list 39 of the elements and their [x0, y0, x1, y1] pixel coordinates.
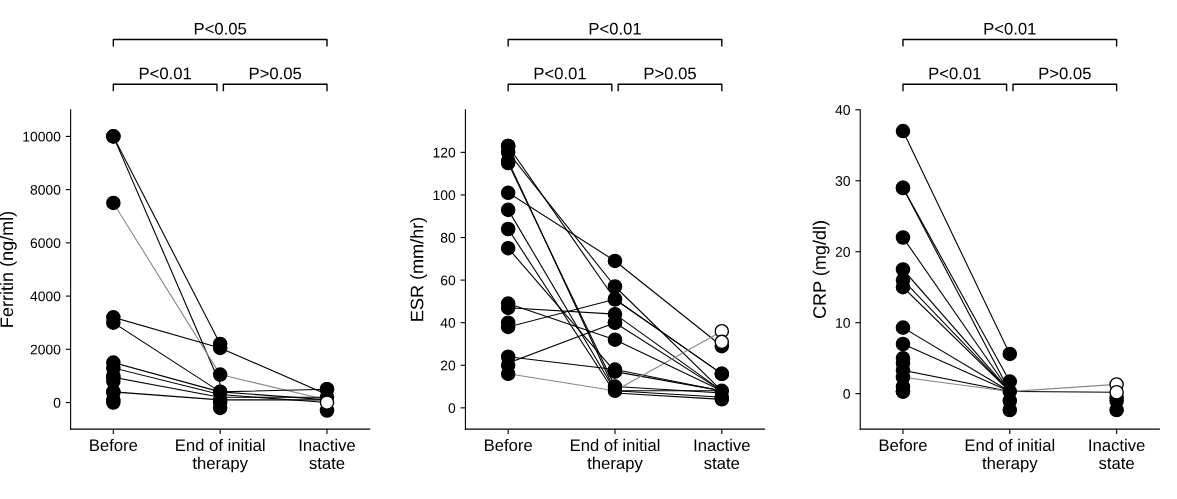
y-axis-title: Ferritin (ng/ml)	[0, 211, 17, 327]
text: P<0.01	[984, 22, 1036, 35]
y-tick-label: 20	[440, 360, 456, 371]
y-tick-label: 80	[440, 232, 456, 243]
y-axis-title: CRP (mg/dl)	[812, 221, 830, 319]
y-tick-label: 10	[836, 318, 850, 328]
x-tick-label: End of initial therapy	[965, 438, 1055, 473]
y-tick-label: 0	[448, 403, 456, 414]
y-tick-label: 20	[835, 247, 850, 257]
text: P<0.01	[139, 67, 191, 80]
y-tick-label: 0	[53, 397, 61, 408]
x-tick-label: Before	[90, 438, 138, 452]
y-tick-label: 30	[835, 176, 850, 186]
y-tick-label: 120	[433, 147, 456, 158]
x-tick-label: Inactive state	[299, 438, 355, 470]
text: P>0.05	[1039, 67, 1091, 80]
y-tick-label: 40	[835, 105, 850, 115]
y-tick-label: 4000	[30, 291, 61, 302]
x-tick-label: Inactive state	[694, 438, 750, 470]
text: P<0.01	[589, 22, 641, 35]
x-tick-label: Inactive state	[1089, 438, 1145, 470]
text: P<0.05	[194, 22, 247, 35]
text: P>0.05	[644, 67, 696, 80]
y-tick-label: 40	[440, 318, 456, 328]
x-tick-label: Before	[484, 438, 532, 452]
y-axis-title: ESR (mm/hr)	[410, 217, 427, 321]
x-tick-label: End of initial therapy	[176, 438, 265, 473]
y-tick-label: 2000	[30, 344, 61, 355]
x-tick-label: Before	[879, 438, 927, 452]
text: P>0.05	[249, 67, 302, 80]
y-tick-label: 100	[433, 190, 456, 201]
text: P<0.01	[929, 67, 981, 80]
y-tick-label: 6000	[30, 238, 61, 249]
x-tick-label: End of initial therapy	[570, 438, 660, 473]
y-tick-label: 8000	[30, 184, 61, 195]
y-tick-label: 0	[843, 388, 850, 399]
text: P<0.01	[534, 67, 586, 80]
y-tick-label: 60	[440, 275, 456, 286]
y-tick-label: 10000	[23, 131, 61, 142]
